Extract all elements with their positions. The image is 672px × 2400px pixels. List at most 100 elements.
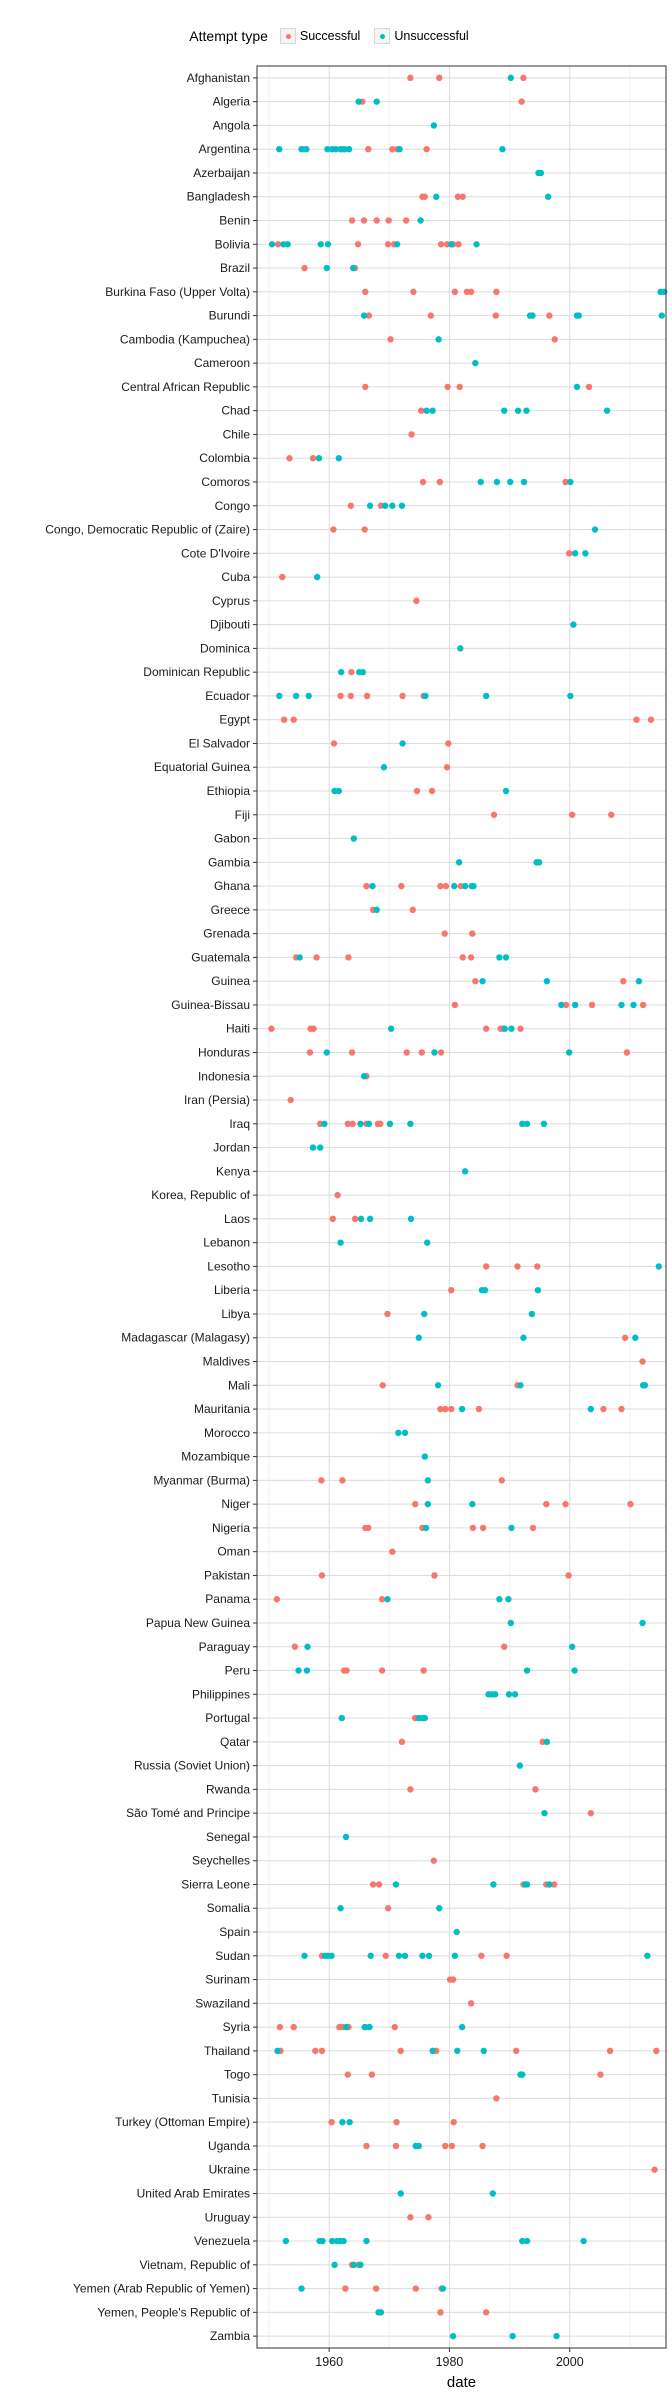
point-successful [382,1952,389,1959]
legend-item-successful: Successful [279,28,360,44]
y-tick-label: Swaziland [195,1996,250,2010]
y-tick-label: Oman [217,1545,250,1559]
y-tick-label: Philippines [192,1687,250,1701]
point-unsuccessful [331,2261,338,2269]
point-successful [274,241,282,248]
point-successful [391,2023,398,2031]
y-tick-label: Morocco [204,1426,250,1440]
point-unsuccessful [337,1905,344,1912]
y-tick-label: Iran (Persia) [184,1093,250,1107]
point-unsuccessful [473,241,480,248]
y-tick-label: Qatar [220,1735,250,1749]
x-tick-label: 2000 [556,2355,584,2369]
point-successful [365,1524,372,1532]
point-successful [493,288,500,296]
y-tick-label: Honduras [198,1045,250,1059]
y-tick-label: Nigeria [212,1521,250,1535]
y-tick-label: Sierra Leone [181,1877,250,1891]
point-successful [407,74,414,82]
y-tick-label: Paraguay [199,1640,250,1654]
point-successful [351,1215,359,1223]
point-unsuccessful [359,668,367,676]
point-unsuccessful [429,2047,436,2055]
point-unsuccessful [424,1477,432,1484]
point-unsuccessful [284,241,291,248]
point-unsuccessful [399,740,406,747]
point-unsuccessful [338,668,345,676]
point-unsuccessful [448,241,455,248]
point-successful [437,882,444,890]
point-successful [627,1500,634,1508]
point-successful [348,1049,356,1056]
point-unsuccessful [321,1120,328,1128]
point-unsuccessful [319,2237,326,2245]
y-tick-label: Korea, Republic of [151,1188,250,1202]
point-unsuccessful [340,2237,347,2245]
point-unsuccessful [529,312,536,319]
point-unsuccessful [570,621,577,628]
point-unsuccessful [423,407,430,414]
point-unsuccessful [587,1405,595,1413]
point-successful [330,526,337,533]
point-unsuccessful [491,1691,499,1698]
point-unsuccessful [298,2285,305,2292]
point-unsuccessful [534,1286,542,1294]
point-unsuccessful [505,1596,512,1603]
point-unsuccessful [603,407,611,414]
point-unsuccessful [501,1025,509,1032]
y-tick-label: Kenya [216,1164,250,1178]
point-successful [456,383,463,391]
y-tick-label: Thailand [204,2044,250,2058]
point-unsuccessful [380,764,388,771]
point-successful [384,241,392,248]
point-unsuccessful [479,977,486,985]
point-successful [639,1358,646,1365]
point-successful [425,2214,432,2221]
point-successful [329,1215,336,1223]
point-unsuccessful [425,1952,433,1959]
point-unsuccessful [360,1073,368,1080]
point-unsuccessful [313,573,321,581]
y-tick-label: Lesotho [207,1259,250,1273]
point-successful [349,1120,356,1128]
point-unsuccessful [323,264,330,272]
point-successful [377,1120,384,1128]
y-tick-label: Egypt [219,713,250,727]
point-unsuccessful [571,1001,579,1009]
point-successful [408,431,415,438]
point-unsuccessful [366,2023,373,2031]
point-successful [362,383,369,391]
point-unsuccessful [496,954,503,961]
y-tick-label: São Tomé and Principe [126,1806,250,1820]
point-unsuccessful [386,1120,394,1128]
point-unsuccessful [507,74,515,82]
point-successful [621,1334,629,1341]
point-unsuccessful [546,1881,553,1888]
point-unsuccessful [658,312,665,319]
point-unsuccessful [328,1952,335,1959]
point-successful [475,1405,483,1413]
point-unsuccessful [421,1310,428,1318]
point-unsuccessful [433,193,440,200]
y-tick-label: Haiti [226,1022,250,1036]
point-unsuccessful [501,407,508,414]
point-successful [310,1025,317,1032]
y-tick-label: Equatorial Guinea [154,760,250,774]
point-unsuccessful [301,1952,308,1959]
point-successful [290,716,297,723]
point-successful [450,2118,457,2126]
point-unsuccessful [575,312,582,319]
point-successful [442,1405,449,1413]
y-tick-label: Cuba [221,570,250,584]
point-unsuccessful [384,1596,391,1603]
point-successful [347,502,355,509]
point-successful [413,787,421,795]
point-unsuccessful [591,526,599,533]
y-tick-label: Turkey (Ottoman Empire) [115,2115,250,2129]
legend-dot-unsuccessful [380,34,386,39]
point-unsuccessful [401,1429,409,1437]
point-unsuccessful [507,1619,515,1627]
point-unsuccessful [568,1643,576,1650]
point-unsuccessful [381,502,389,509]
